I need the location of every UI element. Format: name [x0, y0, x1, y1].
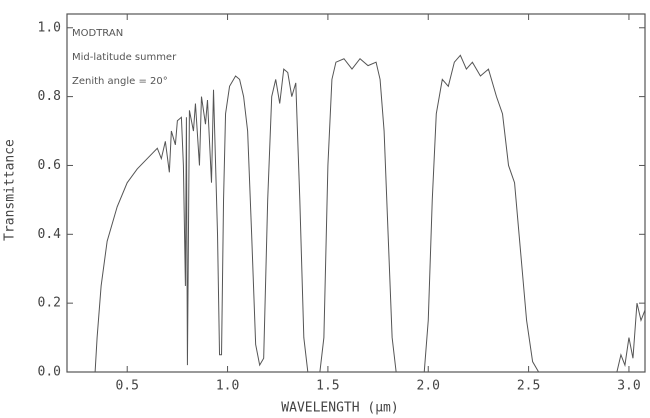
- x-tick-label: 1.0: [216, 379, 239, 394]
- y-tick-label: 1.0: [38, 20, 61, 35]
- y-tick-label: 0.0: [38, 365, 61, 380]
- y-tick-label: 0.6: [38, 158, 61, 173]
- y-tick-label: 0.4: [38, 227, 62, 242]
- spectrum-line: [94, 54, 646, 373]
- x-tick-label: 3.0: [617, 379, 640, 394]
- plot-frame: [66, 13, 646, 373]
- x-tick-label: 2.5: [517, 379, 540, 394]
- annotation: MODTRAN: [72, 28, 123, 39]
- annotation: Mid-latitude summer: [72, 52, 177, 63]
- y-axis-label: Transmittance: [3, 139, 18, 241]
- annotation: Zenith angle = 20°: [72, 76, 168, 87]
- y-tick-label: 0.2: [38, 296, 61, 311]
- x-tick-label: 2.0: [417, 379, 440, 394]
- x-tick-label: 0.5: [115, 379, 138, 394]
- y-tick-label: 0.8: [38, 89, 61, 104]
- x-axis-label: WAVELENGTH (μm): [281, 401, 398, 416]
- x-tick-label: 1.5: [316, 379, 339, 394]
